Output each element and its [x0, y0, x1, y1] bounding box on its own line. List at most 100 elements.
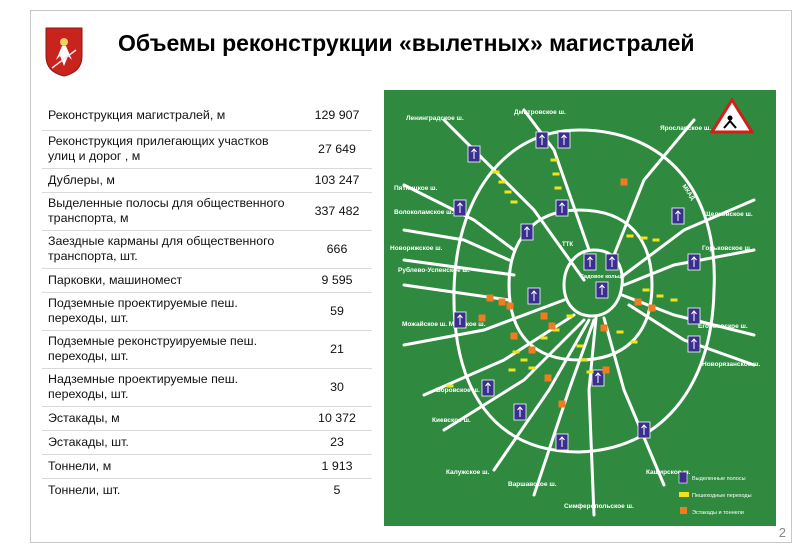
crossing-marker [656, 294, 664, 298]
label-novoryazanskoe: Новорязанское ш. [702, 361, 761, 368]
row-label: Заездные карманы для общественного транс… [42, 229, 302, 268]
label-pyatnitskoe: Пятницкое ш. [394, 185, 438, 192]
lane-markers [453, 131, 701, 451]
table-row: Эстакады, шт. 23 [42, 429, 372, 454]
label-gorkovskoe: Горьковское ш. [702, 245, 752, 252]
label-kaluzhskoe: Калужское ш. [446, 469, 490, 476]
label-ttk: ТТК [562, 242, 573, 248]
label-leningradskoe: Ленинградское ш. [406, 115, 464, 122]
row-label: Эстакады, м [42, 405, 302, 430]
label-egoryevskoe: Егорьевское ш. [698, 323, 748, 330]
label-simferopolskoe: Симферопольское ш. [564, 503, 634, 510]
overpass-marker [478, 314, 486, 322]
table-row: Реконструкция магистралей, м 129 907 [42, 102, 372, 130]
legend-overpasses: Эстакады и тоннели [692, 510, 744, 516]
row-value: 10 372 [302, 405, 372, 430]
page-title: Объемы реконструкции «вылетных» магистра… [118, 30, 695, 56]
overpass-marker [528, 346, 536, 354]
crossing-marker [504, 190, 512, 194]
crossing-marker [576, 344, 584, 348]
row-value: 103 247 [302, 167, 372, 192]
sadovoe-ring [562, 248, 624, 318]
overpass-marker [540, 312, 548, 320]
moscow-coat-of-arms-icon [45, 27, 83, 77]
crossing-marker [528, 366, 536, 370]
overpass-marker [498, 298, 506, 306]
crossing-marker [580, 358, 588, 362]
crossing-marker [552, 172, 560, 176]
overpass-marker [600, 324, 608, 332]
overpass-marker [648, 304, 656, 312]
crossing-marker [550, 158, 558, 162]
label-kashirskoe: Каширское ш. [646, 469, 691, 476]
legend-lanes: Выделенные полосы [692, 476, 746, 482]
row-value: 21 [302, 329, 372, 368]
crossing-marker [586, 370, 594, 374]
map-background [384, 90, 776, 526]
row-label: Надземные проектируемые пеш. переходы, ш… [42, 367, 302, 406]
label-rublevo: Рублево-Успенское ш. [398, 266, 470, 274]
row-value: 1 913 [302, 453, 372, 478]
table-row: Эстакады, м 10 372 [42, 405, 372, 430]
overpass-marker [634, 298, 642, 306]
row-label: Подземные проектируемые пеш. переходы, ш… [42, 291, 302, 330]
page-number: 2 [778, 525, 786, 540]
overpass-marker [602, 366, 610, 374]
label-sadovoe: Садовое кольцо [580, 274, 625, 280]
legend-crossings: Пешеходные переходы [692, 493, 752, 499]
crossing-marker [630, 340, 638, 344]
table-row: Надземные проектируемые пеш. переходы, ш… [42, 367, 372, 406]
crossing-marker [642, 288, 650, 292]
crossing-marker [520, 358, 528, 362]
row-label: Эстакады, шт. [42, 429, 302, 454]
map-legend: Выделенные полосы Пешеходные переходы Эс… [678, 471, 752, 516]
table-row: Реконструкция прилегающих участков улиц … [42, 129, 372, 168]
slide-frame [30, 10, 792, 543]
crossing-marker [498, 180, 506, 184]
crossing-marker [540, 336, 548, 340]
crossing-marker [640, 236, 648, 240]
row-label: Парковки, машиномест [42, 267, 302, 292]
label-volokolamskoe: Волоколамское ш. [394, 209, 454, 216]
row-value: 666 [302, 229, 372, 268]
table-row: Выделенные полосы для общественного тран… [42, 191, 372, 230]
crossing-marker [554, 186, 562, 190]
crossing-marker [616, 330, 624, 334]
table-row: Заездные карманы для общественного транс… [42, 229, 372, 268]
row-label: Тоннели, шт. [42, 477, 302, 502]
highways-map: Ленинградское ш. Дмитровское ш. Ярославс… [384, 90, 776, 526]
overpass-marker [544, 374, 552, 382]
label-mozhayskoe: Можайское ш. Минское ш. [402, 320, 486, 328]
row-label: Подземные реконструируемые пеш. переходы… [42, 329, 302, 368]
crossing-marker [552, 328, 560, 332]
label-kievskoe: Киевское ш. [432, 417, 471, 424]
row-value: 27 649 [302, 129, 372, 168]
crossing-marker [512, 350, 520, 354]
row-value: 59 [302, 291, 372, 330]
table-row: Подземные проектируемые пеш. переходы, ш… [42, 291, 372, 330]
label-borovskoe: Боровское ш. [436, 387, 480, 394]
row-label: Выделенные полосы для общественного тран… [42, 191, 302, 230]
overpass-marker [486, 294, 494, 302]
row-value: 129 907 [314, 108, 360, 123]
overpass-marker [558, 400, 566, 408]
table-row: Тоннели, шт. 5 [42, 477, 372, 502]
crossing-marker [626, 234, 634, 238]
road-works-sign-icon [709, 97, 755, 134]
overpass-marker [510, 332, 518, 340]
overpass-markers [478, 178, 656, 408]
overpass-marker [548, 322, 556, 330]
crossing-marker [492, 170, 500, 174]
crossing-markers [446, 158, 678, 388]
row-value: 337 482 [302, 191, 372, 230]
row-label: Тоннели, м [42, 453, 302, 478]
crossing-marker [508, 368, 516, 372]
row-value: 9 595 [302, 267, 372, 292]
label-dmitrovskoe: Дмитровское ш. [514, 109, 566, 116]
row-label: Дублеры, м [42, 167, 302, 192]
row-label: Реконструкция прилегающих участков улиц … [42, 129, 302, 168]
overpass-marker [620, 178, 628, 186]
label-varshavskoe: Варшавское ш. [508, 481, 557, 488]
row-value: 30 [302, 367, 372, 406]
